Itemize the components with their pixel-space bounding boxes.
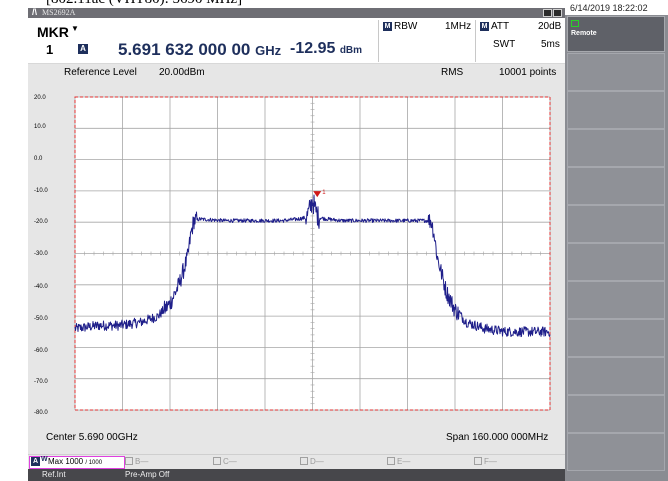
status-bar: Ref.Int Pre-Amp Off: [28, 469, 565, 481]
y-tick-label: -50.0: [34, 316, 48, 322]
rbw-value[interactable]: 1MHz: [445, 21, 472, 32]
y-tick-label: -70.0: [34, 379, 48, 385]
trace-d-label: D—: [310, 457, 324, 466]
softkey-3[interactable]: [567, 91, 665, 129]
swt-value[interactable]: 5ms: [541, 39, 560, 50]
trace-b-slot[interactable]: B—: [125, 457, 148, 466]
trace-a-write-mode: W: [41, 456, 48, 463]
reference-level-value[interactable]: 20.00dBm: [159, 67, 205, 78]
datetime-text: 6/14/2019 18:22:02: [570, 3, 648, 13]
marker-frequency: 5.691 632 000 00 GHz: [118, 40, 281, 60]
frequency-info-bar: Center 5.690 00GHz Span 160.000 000MHz: [28, 420, 565, 454]
page-caption: [802.11ac (VHT80): 5690 MHz]: [0, 0, 565, 8]
marker-1-tag: 1: [322, 190, 326, 196]
softkey-6[interactable]: [567, 205, 665, 243]
marker-level-value: -12.95: [290, 40, 336, 57]
softkey-2[interactable]: [567, 53, 665, 91]
y-tick-label: -40.0: [34, 284, 48, 290]
trace-e-label: E—: [397, 457, 411, 466]
remote-status-icon: [571, 20, 579, 27]
rbw-label[interactable]: RBW: [394, 21, 418, 32]
remote-label: Remote: [571, 30, 597, 37]
marker-readout-bar: MKR ▼ 1 A 5.691 632 000 00 GHz -12.95 dB…: [28, 18, 565, 64]
window-model: MS2692A: [42, 8, 76, 17]
limit-box: [74, 96, 551, 411]
analyzer-window: /\ MS2692A MKR ▼ 1 A 5.691 632 000 00 GH…: [28, 8, 565, 481]
marker-frequency-unit: GHz: [255, 43, 282, 58]
minimize-button[interactable]: [543, 9, 552, 17]
reference-level-label: Reference Level: [64, 67, 137, 78]
spectrum-plot[interactable]: 20.0 10.0 0.0 -10.0 -20.0 -30.0 -40.0 -5…: [28, 82, 565, 420]
marker-1-icon[interactable]: [313, 191, 322, 198]
softkey-7[interactable]: [567, 243, 665, 281]
trace-c-label: C—: [223, 457, 237, 466]
trace-a-badge: A: [31, 457, 40, 466]
title-bar: /\ MS2692A: [28, 8, 565, 18]
att-auto-badge: M: [480, 22, 489, 31]
trace-points: 10001 points: [499, 67, 557, 78]
marker-menu-label[interactable]: MKR: [37, 24, 69, 40]
maximize-button[interactable]: [553, 9, 562, 17]
softkey-9[interactable]: [567, 319, 665, 357]
trace-d-box-icon: [300, 457, 308, 465]
trace-selector-bar: A W Max 1000 / 1000 B— C— D— E— F—: [28, 454, 565, 469]
softkey-11[interactable]: [567, 395, 665, 433]
spectrum-trace: [74, 194, 551, 338]
trace-a-label: Max 1000 / 1000: [48, 457, 102, 466]
softkey-8[interactable]: [567, 281, 665, 319]
marker-level: -12.95 dBm: [290, 40, 362, 58]
trace-b-box-icon: [125, 457, 133, 465]
softkey-4[interactable]: [567, 129, 665, 167]
reference-source: Ref.Int: [42, 470, 66, 479]
remote-softkey[interactable]: Remote: [567, 16, 665, 52]
marker-trace-badge: A: [78, 44, 88, 54]
y-tick-label: -60.0: [34, 348, 48, 354]
trace-e-box-icon: [387, 457, 395, 465]
datetime-display: 6/14/2019 18:22:02: [565, 0, 668, 15]
divider: [475, 20, 476, 62]
center-frequency[interactable]: Center 5.690 00GHz: [46, 432, 138, 443]
detector-mode: RMS: [441, 67, 464, 78]
att-value[interactable]: 20dB: [538, 21, 562, 32]
divider: [378, 20, 379, 62]
trace-a-mode: Max 1000: [48, 457, 84, 466]
marker-level-unit: dBm: [339, 45, 363, 56]
trace-a-slot[interactable]: A W Max 1000 / 1000: [29, 456, 125, 469]
swt-label[interactable]: SWT: [493, 39, 516, 50]
span-frequency[interactable]: Span 160.000 000MHz: [446, 432, 549, 443]
softkey-panel: 6/14/2019 18:22:02 Remote: [565, 0, 668, 481]
y-tick-label: -80.0: [34, 410, 48, 416]
trace-f-label: F—: [484, 457, 497, 466]
y-tick-label: 20.0: [34, 95, 46, 101]
trace-d-slot[interactable]: D—: [300, 457, 324, 466]
y-tick-label: 10.0: [34, 124, 46, 130]
caption-text: [802.11ac (VHT80): 5690 MHz]: [46, 0, 242, 8]
rbw-auto-badge: M: [383, 22, 392, 31]
trace-b-label: B—: [135, 457, 149, 466]
trace-a-count: / 1000: [85, 460, 103, 466]
marker-dropdown-icon[interactable]: ▼: [71, 24, 79, 33]
trace-f-slot[interactable]: F—: [474, 457, 497, 466]
trace-c-box-icon: [213, 457, 221, 465]
y-tick-label: 0.0: [34, 156, 43, 162]
trace-f-box-icon: [474, 457, 482, 465]
measurement-info-bar: Reference Level 20.00dBm RMS 10001 point…: [28, 64, 565, 82]
softkey-5[interactable]: [567, 167, 665, 205]
marker-frequency-value: 5.691 632 000 00: [118, 40, 251, 59]
y-tick-label: -20.0: [34, 219, 48, 225]
anritsu-logo-icon: /\: [32, 8, 38, 17]
spectrum-graph[interactable]: 1: [28, 82, 565, 420]
att-label[interactable]: ATT: [491, 21, 510, 32]
softkey-10[interactable]: [567, 357, 665, 395]
trace-c-slot[interactable]: C—: [213, 457, 237, 466]
softkey-12[interactable]: [567, 433, 665, 471]
preamp-status: Pre-Amp Off: [125, 470, 170, 479]
y-tick-label: -30.0: [34, 251, 48, 257]
trace-e-slot[interactable]: E—: [387, 457, 410, 466]
y-tick-label: -10.0: [34, 188, 48, 194]
marker-number: 1: [46, 42, 54, 57]
